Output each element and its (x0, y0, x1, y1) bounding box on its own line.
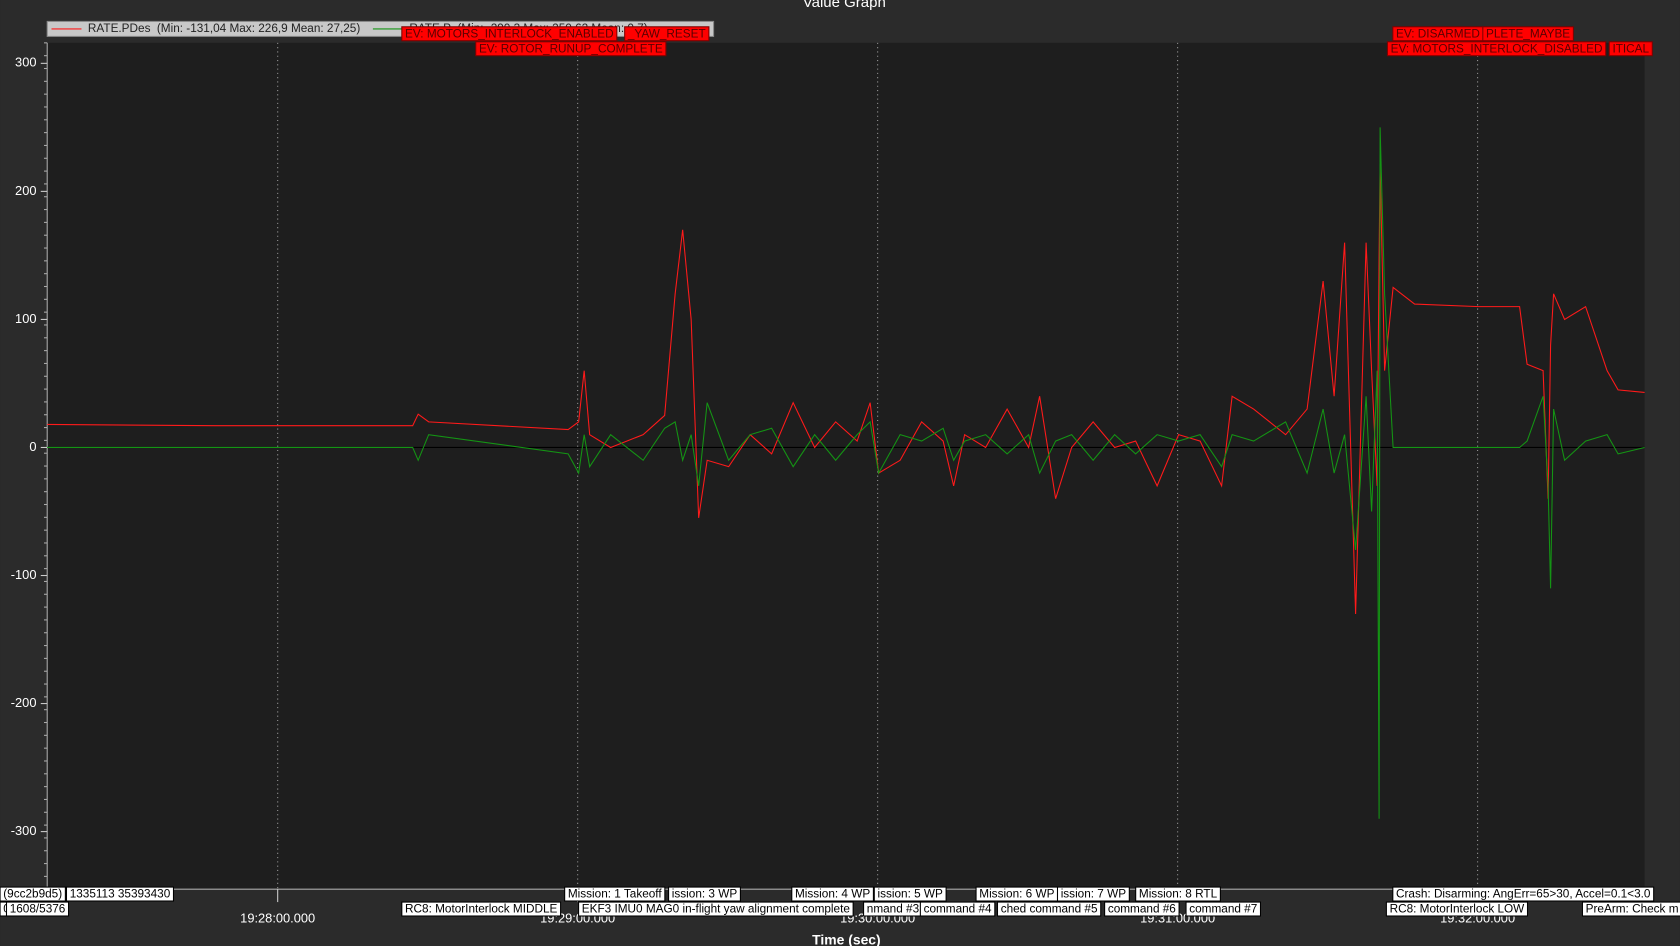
x-axis-label: Time (sec) (812, 931, 881, 946)
y-tick-label: -200 (11, 695, 37, 710)
x-tick-label: 19:28:00.000 (240, 911, 315, 926)
annotation: RC8: MotorInterlock MIDDLE (405, 903, 557, 916)
annotation: (9cc2b9d5) (3, 888, 62, 901)
series-line (47, 127, 1645, 819)
annotation: EKF3 IMU0 MAG0 in-flight yaw alignment c… (582, 903, 851, 916)
annotation-box (1385, 901, 1529, 917)
annotation-box (1104, 901, 1180, 917)
annotation: 1335113 35393430 (70, 888, 171, 901)
annotation-box (996, 901, 1102, 917)
annotation: ched command #5 (1001, 903, 1098, 916)
annotation: command #7 (1189, 903, 1257, 916)
y-tick-label: -300 (11, 823, 37, 838)
annotation-box (873, 886, 947, 902)
annotation-box (65, 886, 175, 902)
annotation-box (578, 901, 854, 917)
plot-area (47, 42, 1645, 890)
legend-stats: (Min: -131,04 Max: 226,9 Mean: 27,25) (157, 22, 360, 35)
annotation: _YAW_RESET (627, 27, 706, 40)
annotation-box (1386, 41, 1607, 57)
annotation-box (401, 901, 562, 917)
annotation-box (668, 886, 741, 902)
legend-label: RATE.PDes (88, 22, 151, 35)
annotations: EV: MOTORS_INTERLOCK_ENABLED _YAW_RESET EV… (0, 26, 1680, 917)
annotation: EV: MOTORS_INTERLOCK_ENABLED (405, 27, 614, 40)
annotation: PreArm: Check m (1586, 903, 1679, 916)
annotation-box (1482, 26, 1574, 42)
annotation-box (401, 26, 618, 42)
annotation: PLETE_MAYBE (1486, 27, 1570, 40)
annotation-box (624, 26, 710, 42)
annotation-box (564, 886, 666, 902)
annotation: EV: ROTOR_RUNUP_COMPLETE (479, 42, 663, 55)
y-tick-label: 200 (15, 183, 36, 198)
annotation: Mission: 1 Takeoff (568, 888, 662, 901)
annotation: command #4 (924, 903, 992, 916)
annotation: EV: DISARMED (1396, 27, 1480, 40)
y-tick-label: -100 (11, 567, 37, 582)
annotation: Mission: 4 WP (795, 888, 870, 901)
annotation-box (1392, 886, 1655, 902)
annotation-box (1135, 886, 1221, 902)
annotation: Crash: Disarming: AngErr=65>30, Accel=0.… (1396, 888, 1651, 901)
annotation: ission: 3 WP (672, 888, 738, 901)
annotation-box (475, 41, 667, 57)
annotation: nmand #3 (867, 903, 920, 916)
chart-title: Value Graph (803, 0, 886, 11)
y-tick-label: 0 (29, 439, 36, 454)
annotation-box (791, 886, 874, 902)
annotation-box (919, 901, 996, 917)
annotation-box (1056, 886, 1130, 902)
annotation: Mission: 8 RTL (1139, 888, 1218, 901)
annotation-box (1608, 41, 1653, 57)
annotation: ission: 7 WP (1061, 888, 1127, 901)
annotation: EV: MOTORS_INTERLOCK_DISABLED (1391, 42, 1603, 55)
annotation-box (1581, 901, 1680, 917)
annotation-box (5, 901, 70, 917)
annotation-box (0, 886, 66, 902)
annotation: Mission: 6 WP (979, 888, 1054, 901)
annotation-box (1185, 901, 1262, 917)
y-tick-label: 100 (15, 311, 36, 326)
annotation: RC8: MotorInterlock LOW (1390, 903, 1526, 916)
annotation: 1608/5376 (10, 903, 66, 916)
annotation: ITICAL (1612, 42, 1649, 55)
annotation: command #6 (1108, 903, 1176, 916)
series-line (47, 165, 1645, 614)
y-tick-label: 300 (15, 55, 36, 70)
annotation: ission: 5 WP (877, 888, 943, 901)
